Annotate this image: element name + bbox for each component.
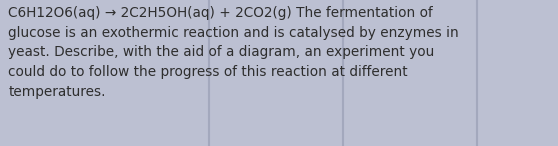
Text: C6H12O6(aq) → 2C2H5OH(aq) + 2CO2(g) The fermentation of
glucose is an exothermic: C6H12O6(aq) → 2C2H5OH(aq) + 2CO2(g) The …: [8, 6, 459, 99]
